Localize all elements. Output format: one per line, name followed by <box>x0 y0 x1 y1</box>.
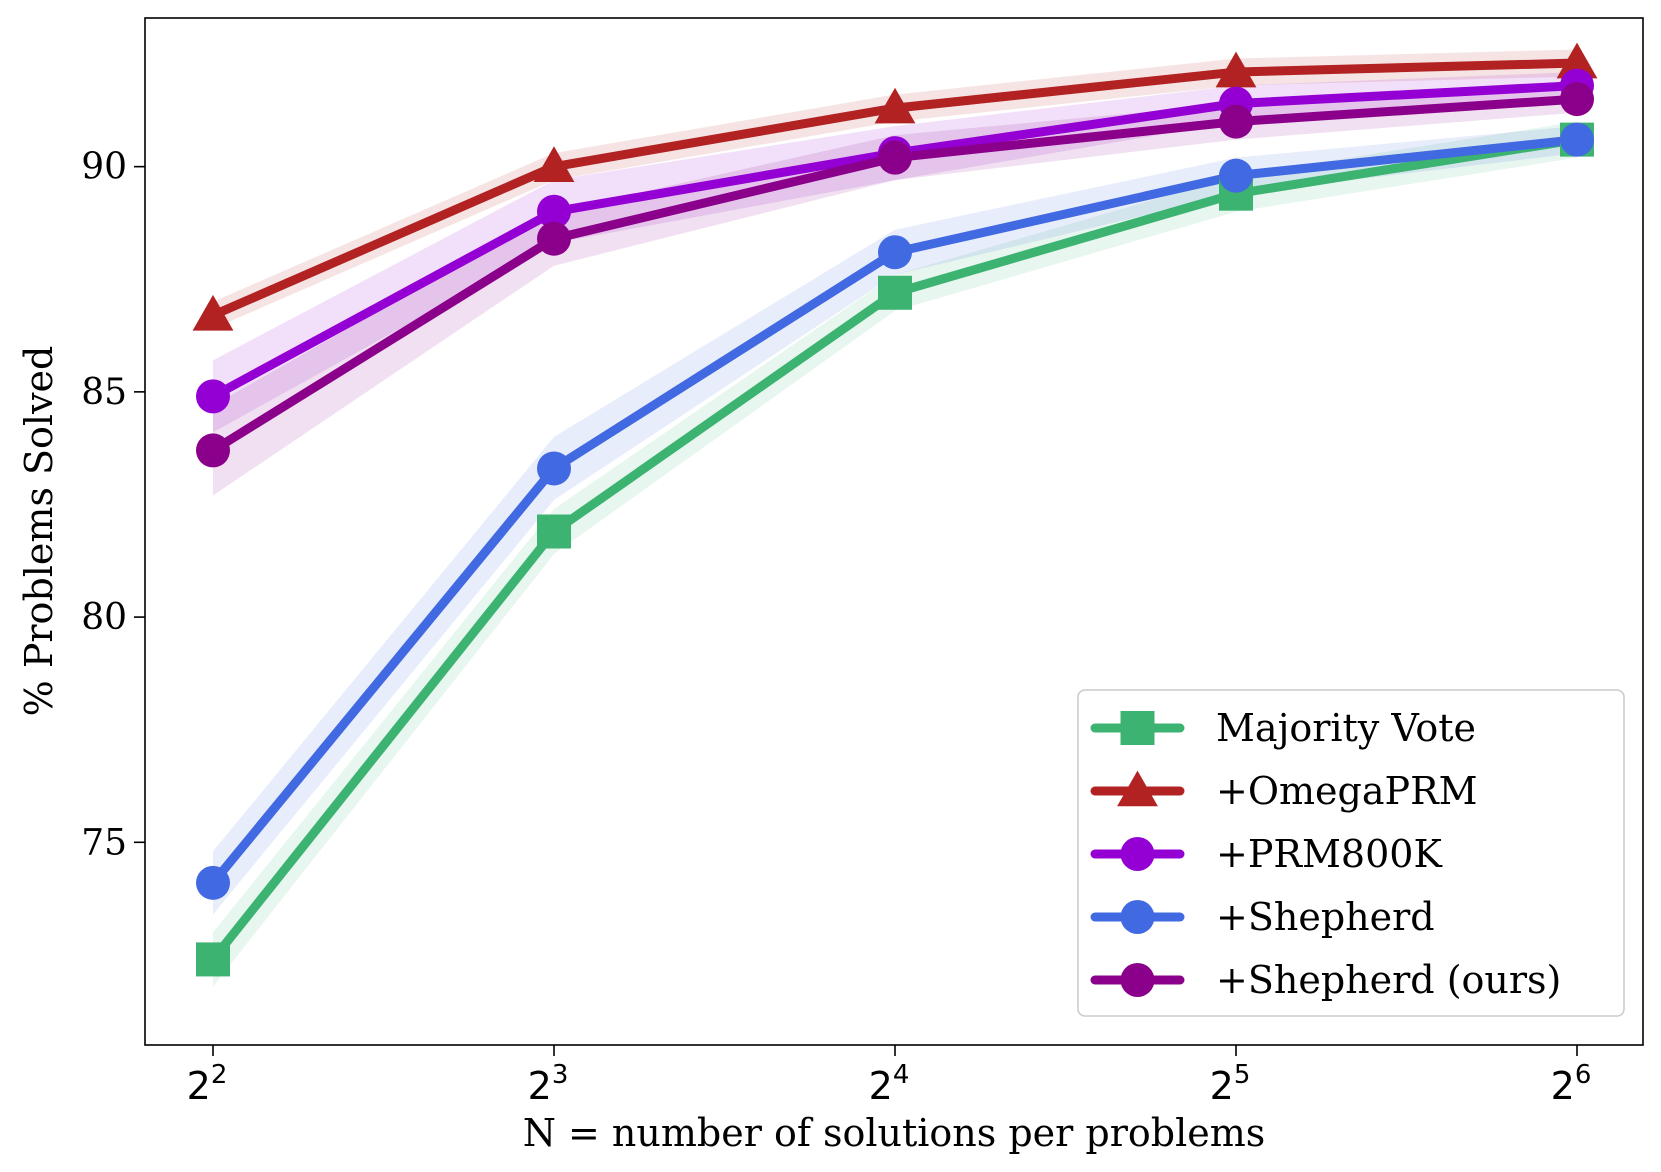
marker-omegaprm-3 <box>1215 51 1257 88</box>
series-markers <box>192 42 1598 977</box>
marker-shepherd-ours-2 <box>878 140 912 175</box>
y-axis-label: % Problems Solved <box>17 346 61 717</box>
y-tick-label-75: 75 <box>81 822 127 863</box>
x-tick-label-0: 22 <box>187 1060 228 1108</box>
marker-shepherd-1 <box>537 451 571 486</box>
marker-prm800k-0 <box>196 379 230 414</box>
x-axis-label: N = number of solutions per problems <box>523 1111 1266 1155</box>
x-axis-ticks: 22 23 24 25 26 <box>187 1045 1592 1108</box>
legend-marker-prm800k <box>1120 837 1155 871</box>
legend-label-shepherd: +Shepherd <box>1216 895 1435 939</box>
marker-prm800k-1 <box>537 194 571 229</box>
marker-majority-vote-1 <box>537 514 571 549</box>
x-tick-label-1: 23 <box>528 1060 569 1108</box>
marker-shepherd-ours-1 <box>537 221 571 256</box>
marker-shepherd-2 <box>878 235 912 270</box>
legend: Majority Vote +OmegaPRM +PRM800K +Shepherd +… <box>1077 689 1625 1017</box>
legend-box <box>1077 689 1625 1017</box>
legend-marker-omegaprm <box>1117 770 1158 807</box>
legend-label-shepherd-ours: +Shepherd (ours) <box>1216 958 1561 1002</box>
marker-omegaprm-0 <box>192 294 234 331</box>
y-tick-label-90: 90 <box>81 147 127 188</box>
legend-label-omegaprm: +OmegaPRM <box>1216 769 1478 813</box>
y-axis-ticks: 75 80 85 90 <box>81 147 145 863</box>
marker-shepherd-3 <box>1219 158 1253 193</box>
legend-label-prm800k: +PRM800K <box>1216 832 1442 876</box>
marker-shepherd-ours-4 <box>1560 82 1594 117</box>
x-tick-label-2: 24 <box>869 1060 910 1108</box>
marker-shepherd-4 <box>1560 122 1594 157</box>
legend-marker-shepherd <box>1120 900 1155 934</box>
legend-marker-majority-vote <box>1120 711 1155 745</box>
marker-shepherd-ours-3 <box>1219 104 1253 139</box>
legend-marker-shepherd-ours <box>1120 963 1155 997</box>
marker-omegaprm-2 <box>874 87 916 124</box>
marker-omegaprm-4 <box>1556 42 1598 79</box>
plot-frame <box>144 17 1644 1046</box>
band-shepherd <box>213 126 1577 915</box>
marker-shepherd-0 <box>196 865 230 900</box>
marker-shepherd-ours-0 <box>196 433 230 468</box>
legend-label-majority-vote: Majority Vote <box>1216 706 1476 750</box>
x-tick-label-3: 25 <box>1210 1060 1251 1108</box>
marker-majority-vote-0 <box>196 942 230 977</box>
x-tick-label-4: 26 <box>1551 1060 1592 1108</box>
y-tick-label-85: 85 <box>81 372 127 413</box>
marker-majority-vote-2 <box>878 275 912 310</box>
y-tick-label-80: 80 <box>81 597 127 638</box>
marker-omegaprm-1 <box>533 146 575 182</box>
